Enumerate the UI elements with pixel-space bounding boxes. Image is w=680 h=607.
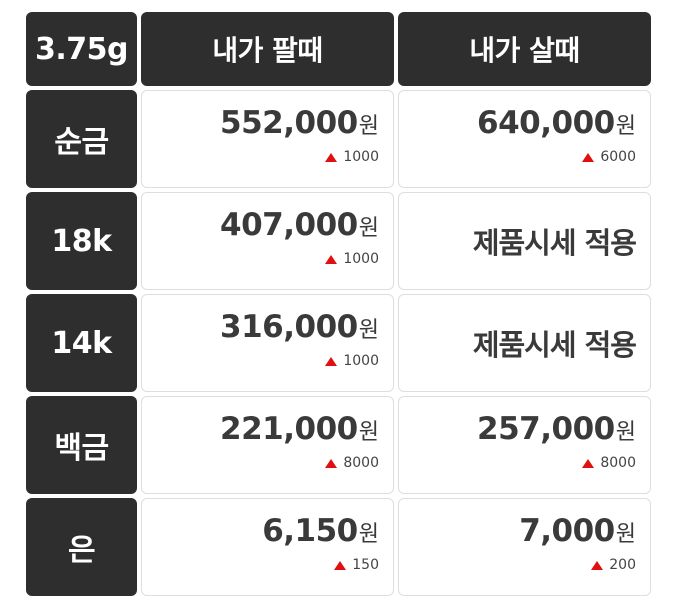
buy-price: 7,000 원 xyxy=(519,513,636,549)
row-label: 14k xyxy=(51,325,112,361)
up-triangle-icon xyxy=(325,152,338,162)
price-change: 1000 xyxy=(325,251,379,267)
price-value: 640,000 xyxy=(477,105,615,141)
row-label-18k: 18k xyxy=(26,192,137,290)
change-value: 8000 xyxy=(343,455,379,471)
sell-price: 221,000 원 xyxy=(220,411,379,447)
change-value: 1000 xyxy=(343,251,379,267)
sell-price: 407,000 원 xyxy=(220,207,379,243)
price-value: 552,000 xyxy=(220,105,358,141)
change-value: 1000 xyxy=(343,353,379,369)
change-value: 6000 xyxy=(600,149,636,165)
buy-price-cell: 7,000 원 200 xyxy=(398,498,651,596)
sell-price-cell: 221,000 원 8000 xyxy=(141,396,394,494)
buy-price: 257,000 원 xyxy=(477,411,636,447)
price-change: 1000 xyxy=(325,149,379,165)
price-change: 8000 xyxy=(325,455,379,471)
sell-price: 552,000 원 xyxy=(220,105,379,141)
row-label-14k: 14k xyxy=(26,294,137,392)
price-value: 407,000 xyxy=(220,207,358,243)
buy-price-cell: 제품시세 적용 xyxy=(398,294,651,392)
price-change: 1000 xyxy=(325,353,379,369)
currency-unit: 원 xyxy=(358,318,379,343)
sell-price-cell: 552,000 원 1000 xyxy=(141,90,394,188)
product-price-note: 제품시세 적용 xyxy=(472,226,637,260)
price-value: 221,000 xyxy=(220,411,358,447)
change-value: 1000 xyxy=(343,149,379,165)
price-value: 316,000 xyxy=(220,309,358,345)
currency-unit: 원 xyxy=(358,420,379,445)
buy-price-cell: 제품시세 적용 xyxy=(398,192,651,290)
price-value: 6,150 xyxy=(262,513,358,549)
currency-unit: 원 xyxy=(358,114,379,139)
change-value: 150 xyxy=(352,557,379,573)
sell-price-cell: 6,150 원 150 xyxy=(141,498,394,596)
currency-unit: 원 xyxy=(615,522,636,547)
row-label-silver: 은 xyxy=(26,498,137,596)
price-change: 6000 xyxy=(582,149,636,165)
up-triangle-icon xyxy=(334,560,347,570)
price-change: 200 xyxy=(591,557,636,573)
buy-column-header: 내가 살때 xyxy=(398,12,651,86)
price-change: 8000 xyxy=(582,455,636,471)
sell-price: 316,000 원 xyxy=(220,309,379,345)
row-label: 백금 xyxy=(54,431,109,466)
sell-price: 6,150 원 xyxy=(262,513,379,549)
buy-header-label: 내가 살때 xyxy=(469,34,580,67)
weight-label: 3.75g xyxy=(35,31,129,67)
row-label-platinum: 백금 xyxy=(26,396,137,494)
gold-price-table: 3.75g 내가 팔때 내가 살때 순금 552,000 원 1000 640,0… xyxy=(26,12,651,596)
buy-price-cell: 257,000 원 8000 xyxy=(398,396,651,494)
change-value: 200 xyxy=(609,557,636,573)
up-triangle-icon xyxy=(582,152,595,162)
up-triangle-icon xyxy=(591,560,604,570)
currency-unit: 원 xyxy=(615,420,636,445)
up-triangle-icon xyxy=(582,458,595,468)
price-value: 7,000 xyxy=(519,513,615,549)
row-label: 은 xyxy=(67,533,96,568)
price-value: 257,000 xyxy=(477,411,615,447)
sell-header-label: 내가 팔때 xyxy=(212,34,323,67)
up-triangle-icon xyxy=(325,458,338,468)
row-label-pure-gold: 순금 xyxy=(26,90,137,188)
row-label: 18k xyxy=(51,223,112,259)
buy-price: 640,000 원 xyxy=(477,105,636,141)
sell-column-header: 내가 팔때 xyxy=(141,12,394,86)
up-triangle-icon xyxy=(325,356,338,366)
price-change: 150 xyxy=(334,557,379,573)
change-value: 8000 xyxy=(600,455,636,471)
currency-unit: 원 xyxy=(615,114,636,139)
currency-unit: 원 xyxy=(358,216,379,241)
sell-price-cell: 407,000 원 1000 xyxy=(141,192,394,290)
currency-unit: 원 xyxy=(358,522,379,547)
sell-price-cell: 316,000 원 1000 xyxy=(141,294,394,392)
product-price-note: 제품시세 적용 xyxy=(472,328,637,362)
weight-header: 3.75g xyxy=(26,12,137,86)
up-triangle-icon xyxy=(325,254,338,264)
buy-price-cell: 640,000 원 6000 xyxy=(398,90,651,188)
row-label: 순금 xyxy=(54,125,109,160)
